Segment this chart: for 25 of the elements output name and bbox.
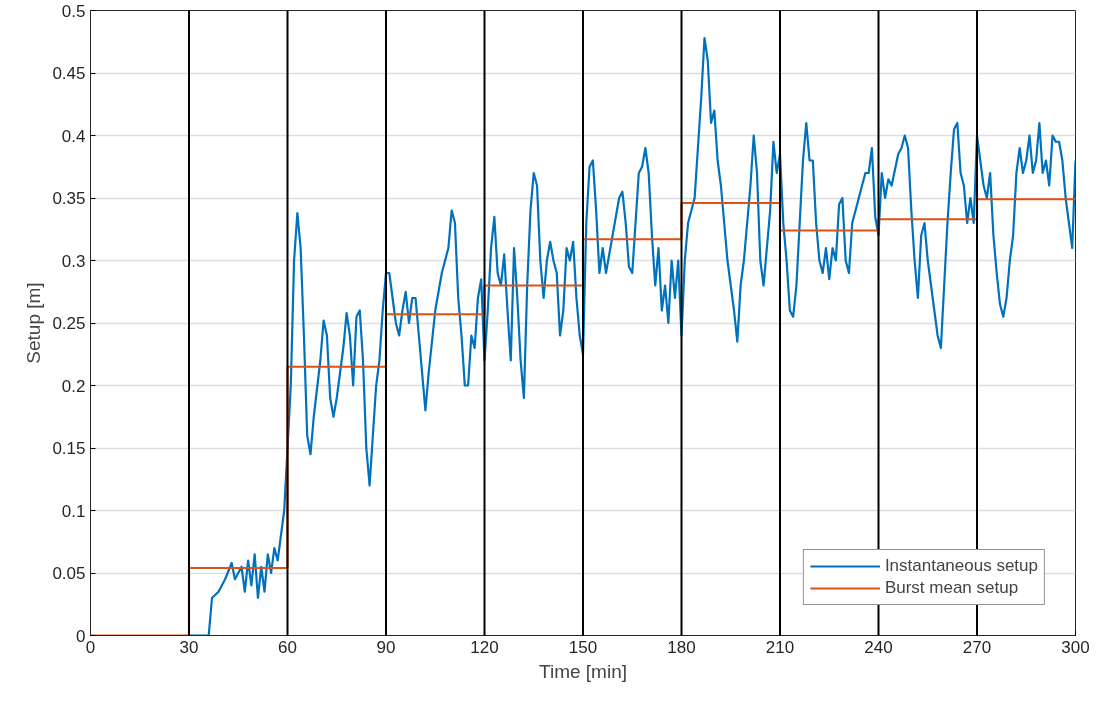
- x-tick-label: 60: [278, 637, 297, 657]
- x-tick-label: 90: [376, 637, 396, 657]
- x-tick-label: 270: [962, 637, 992, 657]
- x-tick-label: 120: [470, 637, 499, 657]
- y-tick-label: 0.3: [61, 251, 86, 271]
- y-tick-label: 0.25: [52, 314, 86, 333]
- y-tick-label: 0.5: [61, 1, 86, 21]
- y-tick-label: 0.35: [52, 189, 86, 208]
- legend-label: Burst mean setup: [884, 578, 1019, 598]
- y-tick-label: 0.05: [52, 564, 86, 583]
- y-tick-label: 0.45: [52, 64, 86, 83]
- y-tick-label: 0.15: [52, 439, 86, 458]
- line-series: [187, 36, 1076, 636]
- y-axis-title: Setup [m]: [23, 282, 45, 364]
- y-tick-label: 0.2: [61, 376, 86, 396]
- legend-label: Instantaneous setup: [884, 556, 1038, 576]
- y-tick-label: 0.1: [61, 501, 86, 521]
- x-tick-label: 30: [179, 637, 199, 657]
- x-tick-label: 150: [568, 637, 598, 657]
- x-tick-label: 180: [667, 637, 696, 657]
- x-tick-label: 300: [1061, 637, 1090, 657]
- y-tick-label: 0.4: [61, 126, 86, 146]
- x-axis-title: Time [min]: [539, 660, 627, 682]
- x-tick-label: 240: [864, 637, 893, 657]
- x-tick-label: 210: [765, 637, 795, 657]
